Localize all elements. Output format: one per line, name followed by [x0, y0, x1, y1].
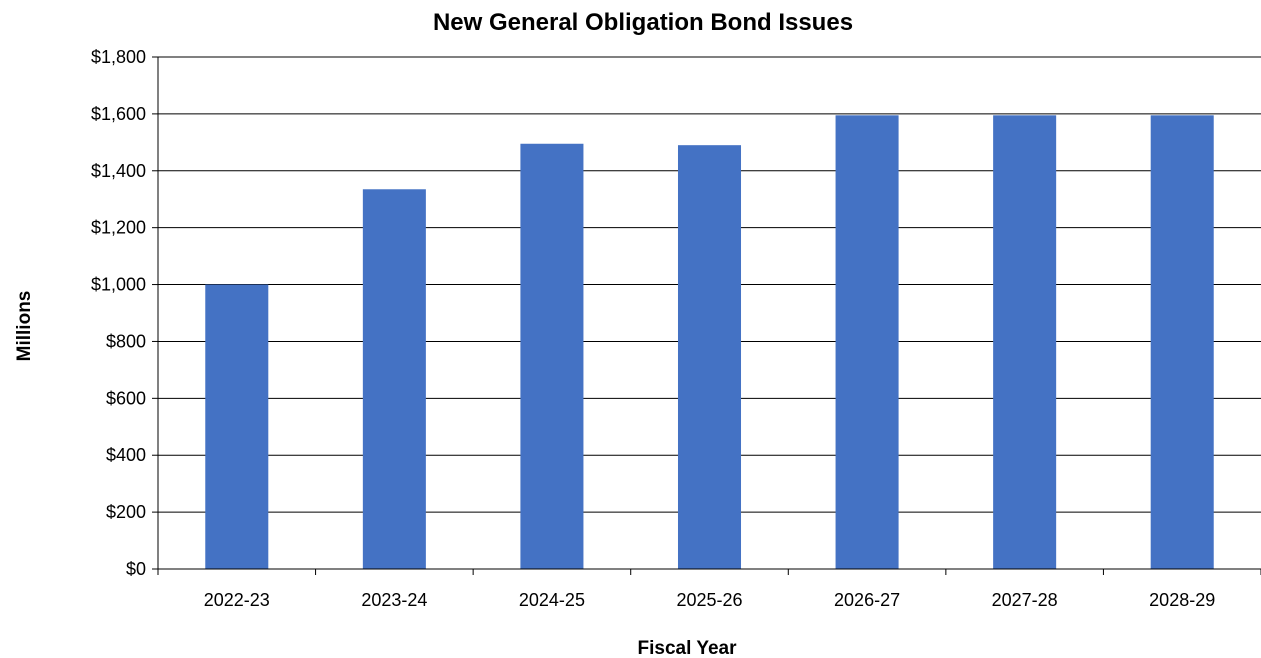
x-tick-label: 2026-27 — [834, 590, 900, 610]
bar — [205, 284, 269, 569]
y-tick-label: $1,400 — [91, 161, 146, 181]
x-tick-label: 2022-23 — [204, 590, 270, 610]
bar — [835, 115, 899, 570]
bar — [677, 145, 742, 569]
x-tick-label: 2028-29 — [1149, 590, 1215, 610]
bar — [993, 115, 1057, 570]
y-tick-label: $1,600 — [91, 104, 146, 124]
y-tick-label: $200 — [106, 502, 146, 522]
x-tick-labels: 2022-23 2023-24 2024-25 2025-26 2026-27 2027-… — [157, 569, 1261, 610]
y-tick-label: $600 — [106, 388, 146, 408]
bar — [362, 189, 426, 569]
x-tick-label: 2023-24 — [361, 590, 427, 610]
x-axis-label: Fiscal Year — [638, 638, 738, 658]
axes — [157, 57, 1261, 570]
y-tick-label: $0 — [126, 559, 146, 579]
y-tick-label: $1,000 — [91, 275, 146, 295]
y-tick-label: $1,800 — [91, 47, 146, 67]
x-tick-label: 2027-28 — [992, 590, 1058, 610]
y-tick-label: $400 — [106, 445, 146, 465]
y-axis-label: Millions — [14, 291, 35, 362]
x-tick-label: 2024-25 — [519, 590, 585, 610]
bar — [1150, 115, 1214, 570]
y-tick-label: $800 — [106, 331, 146, 351]
x-tick-label: 2025-26 — [676, 590, 742, 610]
y-tick-label: $1,200 — [91, 218, 146, 238]
y-tick-labels: $0 $200 $400 $600 $800 $1,000 $1,200 $1,400 $1,6… — [91, 47, 158, 579]
bars — [205, 115, 1214, 570]
bar — [520, 143, 584, 569]
chart-title: New General Obligation Bond Issues — [433, 9, 853, 36]
